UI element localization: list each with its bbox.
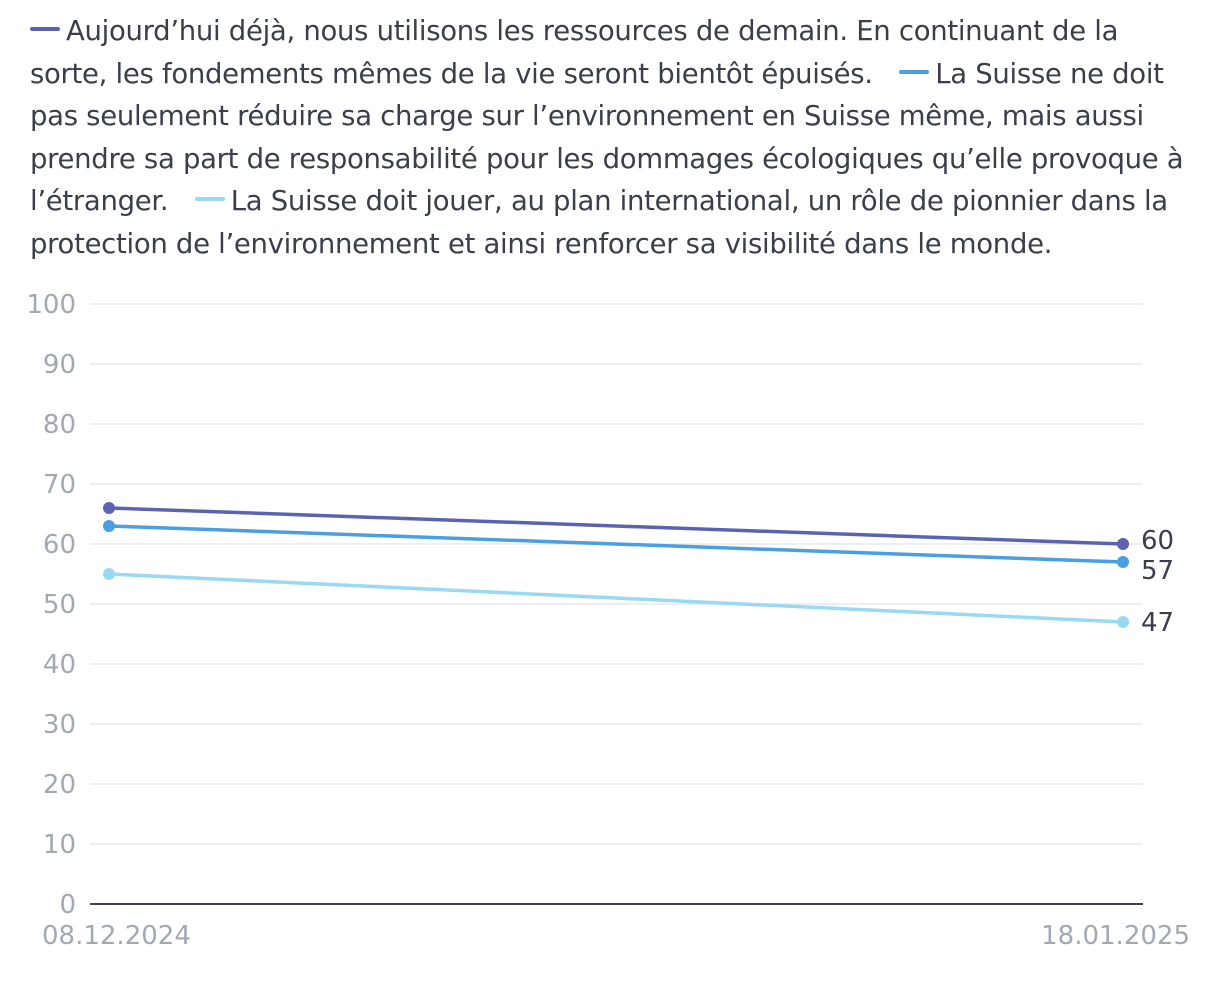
y-tick-label-80: 80 [43,410,76,440]
y-axis: 0 10 20 30 40 50 60 70 80 90 100 [26,290,76,920]
y-tick-label-70: 70 [43,470,76,500]
data-point-s1-1[interactable] [103,502,115,514]
legend-swatch-series-2 [899,69,930,74]
series-line-2 [107,524,1125,564]
legend-label-series-1: Aujourd’hui déjà, nous utilisons les res… [30,15,1119,90]
series-line-3 [107,572,1125,624]
series-2: 57 [103,520,1174,586]
y-tick-label-30: 30 [43,710,76,740]
x-tick-label-2: 18.01.2025 [1041,921,1190,951]
y-tick-label-60: 60 [43,530,76,560]
y-tick-label-0: 0 [59,890,76,920]
end-value-label-2: 57 [1141,556,1174,586]
y-tick-label-50: 50 [43,590,76,620]
end-value-label-3: 47 [1141,608,1174,638]
legend-swatch-series-1 [30,27,60,31]
legend-label-series-2: La Suisse ne doit pas seulement réduire … [30,57,1184,218]
legend-label-series-3: La Suisse doit jouer, au plan internatio… [30,185,1168,260]
gridlines [90,303,1143,845]
x-tick-label-1: 08.12.2024 [42,921,191,951]
legend-item-series-3[interactable]: La Suisse doit jouer, au plan internatio… [30,185,1168,260]
y-tick-label-10: 10 [43,830,76,860]
data-point-s2-1[interactable] [103,520,115,532]
x-axis: 08.12.2024 18.01.2025 [42,903,1190,951]
data-point-s2-2[interactable] [1117,556,1129,568]
legend-item-series-2[interactable]: La Suisse ne doit pas seulement réduire … [30,57,1184,218]
series-1: 60 [103,502,1174,556]
y-tick-label-40: 40 [43,650,76,680]
legend-swatch-series-3 [194,197,225,201]
y-tick-label-20: 20 [43,770,76,800]
y-tick-label-90: 90 [43,350,76,380]
legend-item-series-1[interactable]: Aujourd’hui déjà, nous utilisons les res… [30,15,1118,90]
data-point-s3-1[interactable] [103,568,115,580]
data-point-s3-2[interactable] [1117,616,1129,628]
y-tick-label-100: 100 [26,290,76,320]
chart-legend: Aujourd’hui déjà, nous utilisons les res… [30,10,1190,265]
data-point-s1-2[interactable] [1117,538,1129,550]
series-3: 47 [103,568,1174,638]
series-line-1 [107,506,1125,546]
end-value-label-1: 60 [1141,526,1174,556]
